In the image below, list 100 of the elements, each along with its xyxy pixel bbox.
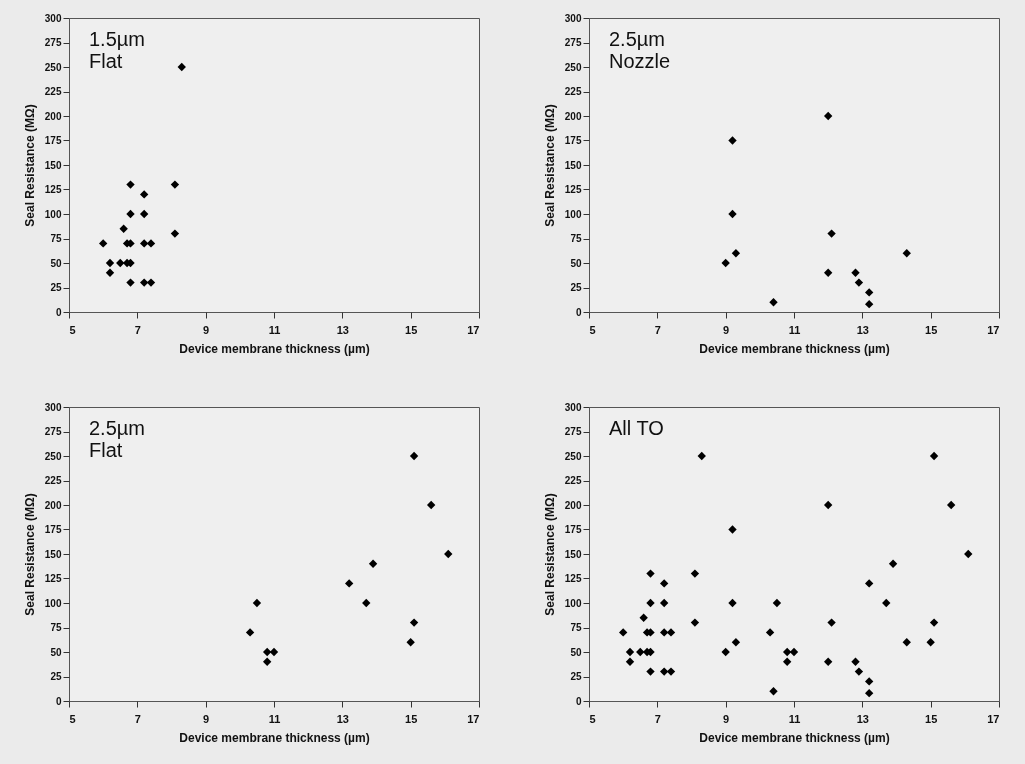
y-tick-label: 175	[564, 524, 582, 535]
x-tick-label: 13	[856, 712, 869, 725]
point	[926, 638, 935, 647]
y-tick-label: 200	[564, 499, 582, 511]
point	[126, 209, 135, 219]
x-axis-title: Device membrane thickness (µm)	[179, 341, 370, 356]
y-tick-label: 275	[564, 426, 582, 437]
point	[864, 579, 874, 588]
point	[177, 62, 186, 72]
y-tick-label: 175	[44, 524, 62, 535]
y-axis-title: Seal Resistance (MΩ)	[542, 104, 557, 227]
y-tick-label: 300	[564, 401, 582, 413]
y-tick-label: 100	[564, 208, 582, 220]
y-tick-label: 150	[44, 159, 62, 171]
point	[851, 657, 860, 666]
point	[659, 579, 669, 588]
y-tick-label: 25	[50, 671, 62, 682]
x-tick-label: 7	[134, 323, 141, 336]
point	[126, 180, 135, 189]
x-tick-label: 17	[467, 712, 480, 725]
point	[946, 500, 956, 510]
y-tick-label: 225	[564, 86, 582, 97]
y-axis-title: Seal Resistance (MΩ)	[22, 493, 37, 616]
x-tick-label: 9	[203, 323, 210, 336]
y-tick-label: 0	[575, 695, 582, 707]
point	[625, 657, 635, 666]
point	[245, 628, 255, 637]
annotation: All TO	[609, 417, 664, 439]
y-tick-label: 125	[564, 573, 582, 584]
x-axis-title: Device membrane thickness (µm)	[699, 730, 890, 745]
point	[964, 549, 973, 559]
x-tick-label: 15	[925, 712, 938, 725]
x-tick-label: 15	[925, 323, 938, 336]
point	[864, 299, 874, 309]
y-tick-label: 275	[44, 426, 62, 437]
x-tick-label: 5	[589, 323, 596, 336]
point	[769, 687, 778, 696]
annotation: 2.5µm	[609, 28, 665, 50]
x-tick-label: 5	[69, 712, 76, 725]
point	[827, 229, 836, 238]
x-tick-label: 5	[589, 712, 596, 725]
point	[139, 209, 149, 219]
y-tick-label: 125	[44, 184, 62, 195]
point	[690, 618, 700, 627]
annotation: 2.5µm	[89, 417, 145, 439]
y-tick-label: 300	[44, 401, 62, 413]
y-tick-label: 150	[44, 548, 62, 560]
y-tick-label: 250	[564, 450, 582, 462]
y-tick-label: 25	[50, 282, 62, 293]
y-tick-label: 225	[44, 86, 62, 97]
y-tick-label: 250	[564, 61, 582, 73]
point	[252, 598, 262, 608]
y-tick-label: 300	[564, 12, 582, 24]
y-tick-label: 0	[575, 306, 582, 318]
point	[823, 500, 833, 510]
point	[851, 268, 860, 277]
point	[782, 657, 792, 666]
x-tick-label: 15	[405, 323, 418, 336]
point	[731, 249, 741, 258]
point	[728, 525, 737, 534]
y-tick-label: 275	[564, 37, 582, 48]
y-tick-label: 100	[44, 597, 62, 609]
y-tick-label: 75	[50, 622, 62, 633]
point	[721, 647, 730, 657]
point	[146, 278, 156, 287]
y-tick-label: 225	[564, 475, 582, 486]
y-tick-label: 50	[570, 257, 582, 269]
point	[105, 268, 115, 277]
point	[827, 618, 836, 627]
point	[721, 258, 730, 268]
point	[344, 579, 354, 588]
x-tick-label: 11	[268, 323, 281, 336]
y-tick-label: 25	[570, 282, 582, 293]
y-tick-label: 25	[570, 671, 582, 682]
point	[823, 268, 833, 277]
point	[765, 628, 775, 637]
point	[823, 111, 833, 121]
x-tick-label: 9	[723, 712, 730, 725]
point	[409, 618, 419, 627]
x-axis-title: Device membrane thickness (µm)	[699, 341, 890, 356]
x-tick-label: 11	[788, 712, 801, 725]
point	[139, 190, 149, 199]
point	[902, 638, 911, 647]
point	[625, 647, 635, 657]
y-tick-label: 200	[44, 499, 62, 511]
point	[646, 598, 655, 608]
x-tick-label: 17	[987, 323, 1000, 336]
x-tick-label: 5	[69, 323, 76, 336]
point	[98, 239, 108, 248]
annotation: Flat	[89, 50, 123, 72]
point	[864, 288, 874, 297]
y-tick-label: 125	[564, 184, 582, 195]
point	[772, 598, 782, 608]
annotation: 1.5µm	[89, 28, 145, 50]
point	[146, 239, 156, 248]
point	[444, 549, 453, 559]
point	[731, 638, 741, 647]
point	[170, 180, 180, 189]
x-tick-label: 7	[654, 323, 661, 336]
point	[170, 229, 180, 238]
